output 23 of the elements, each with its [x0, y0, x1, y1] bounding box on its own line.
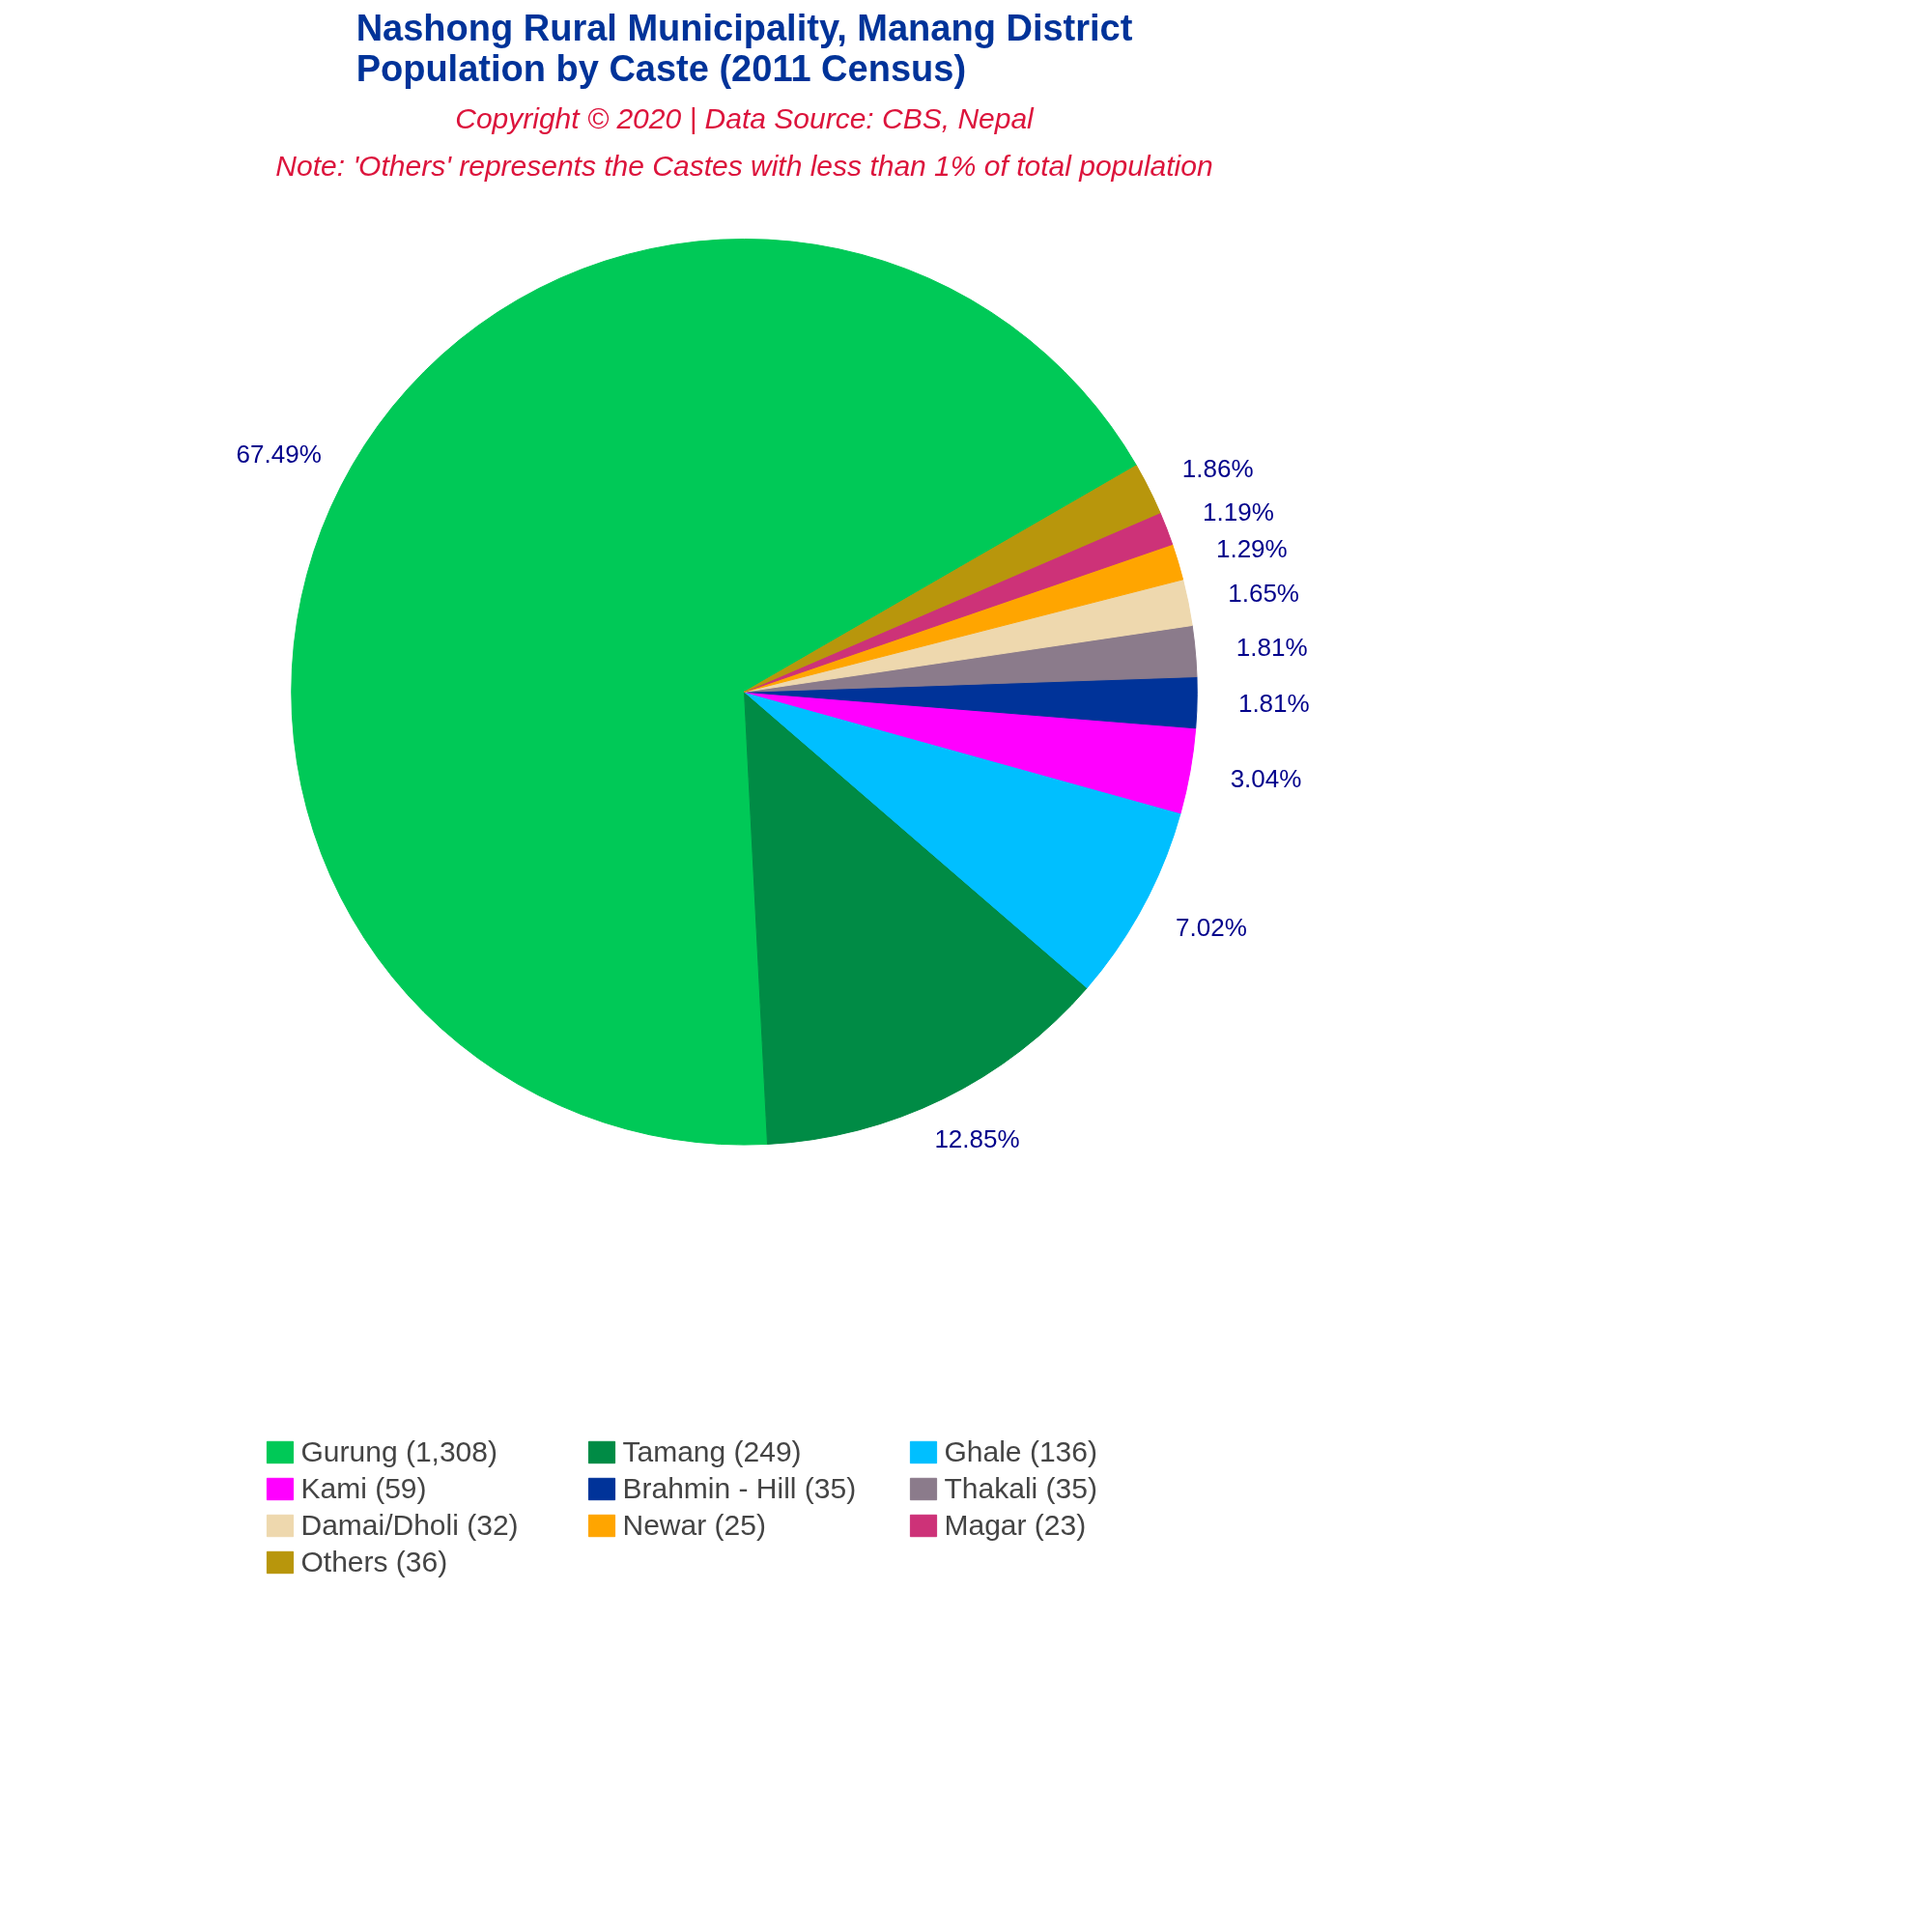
- data-label: 1.29%: [1215, 534, 1288, 564]
- data-label: 67.49%: [236, 439, 322, 469]
- legend-label: Newar (25): [622, 1509, 767, 1542]
- data-label: 7.02%: [1176, 912, 1247, 942]
- data-label: 1.81%: [1237, 689, 1310, 719]
- legend-label: Thakali (35): [944, 1472, 1098, 1505]
- legend-label: Damai/Dholi (32): [300, 1509, 520, 1542]
- data-label: 1.81%: [1236, 632, 1308, 662]
- legend-label: Magar (23): [944, 1509, 1088, 1542]
- legend-label: Kami (59): [300, 1472, 428, 1505]
- legend-label: Others (36): [300, 1546, 449, 1578]
- legend-label: Ghale (136): [944, 1435, 1098, 1468]
- data-label: 1.19%: [1203, 497, 1274, 527]
- legend-label: Brahmin - Hill (35): [622, 1472, 858, 1505]
- data-label: 1.65%: [1228, 579, 1299, 609]
- data-label: 12.85%: [934, 1124, 1020, 1154]
- data-label: 3.04%: [1230, 764, 1302, 794]
- text: Note: 'Others' represents the Castes with less than 1% of total population: [275, 149, 1213, 182]
- data-label: 1.86%: [1181, 453, 1254, 483]
- text: Copyright © 2020 | Data Source: CBS, Nepal: [455, 101, 1036, 134]
- chart-title: Nashong Rural Municipality, Manang District Population by Caste (2011 Census): [355, 7, 1133, 89]
- legend-label: Tamang (249): [622, 1435, 803, 1468]
- legend-label: Gurung (1,308): [300, 1435, 498, 1468]
